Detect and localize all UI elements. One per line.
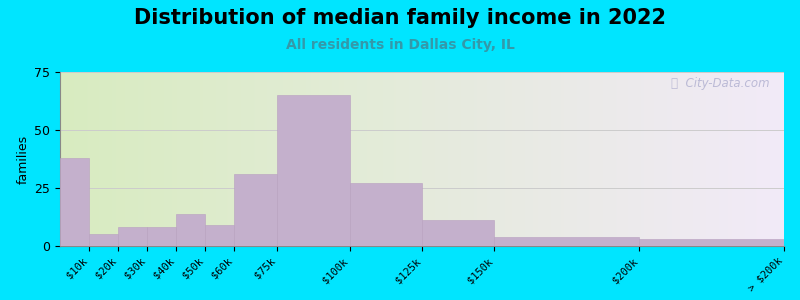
Text: All residents in Dallas City, IL: All residents in Dallas City, IL [286, 38, 514, 52]
Bar [205, 225, 234, 246]
Bar [147, 227, 176, 246]
Bar [176, 214, 205, 246]
Bar [118, 227, 147, 246]
Bar [639, 239, 784, 246]
Text: Distribution of median family income in 2022: Distribution of median family income in … [134, 8, 666, 28]
Bar [494, 237, 639, 246]
Bar [89, 234, 118, 246]
Bar [422, 220, 494, 246]
Bar [60, 158, 89, 246]
Y-axis label: families: families [17, 134, 30, 184]
Text: ⓘ  City-Data.com: ⓘ City-Data.com [671, 77, 770, 90]
Bar [277, 95, 350, 246]
Bar [234, 174, 277, 246]
Bar [350, 183, 422, 246]
